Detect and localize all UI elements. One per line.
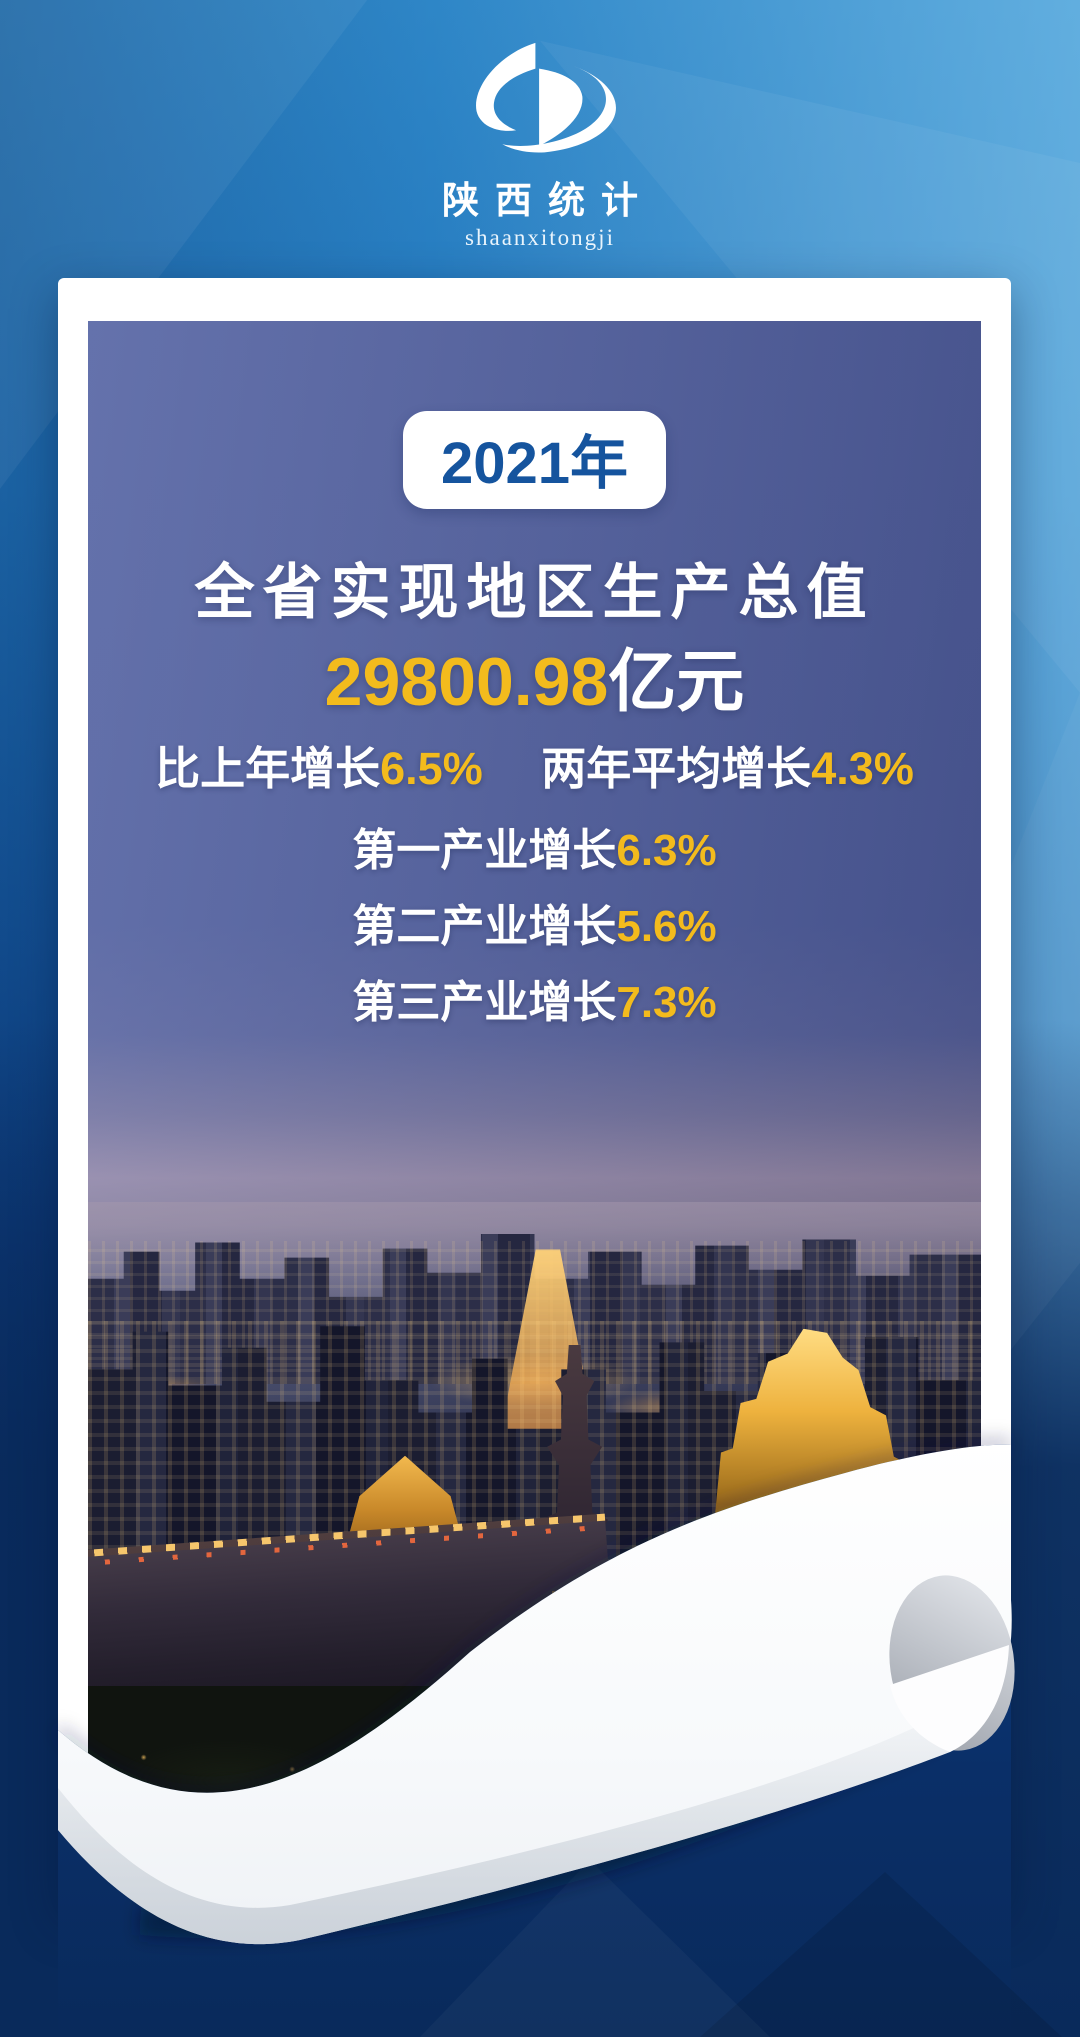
secondary-industry-line: 第二产业增长5.6%: [352, 902, 717, 951]
year-badge-row: 2021年: [58, 411, 1011, 509]
headline: 全省实现地区生产总值: [194, 559, 875, 626]
gdp-unit: 亿元: [608, 644, 745, 720]
dark-park-foreground: [88, 1685, 553, 1908]
brand-name-pinyin: shaanxitongji: [465, 225, 615, 250]
gdp-value-line: 29800.98亿元: [58, 626, 1011, 725]
growth-line: 比上年增长6.5% 两年平均增长4.3%: [58, 732, 1011, 797]
primary-industry-line: 第一产业增长6.3%: [352, 826, 717, 875]
gdp-value: 29800.98: [324, 644, 609, 720]
poster-card: [58, 278, 1011, 1908]
brand-header: 陕西统计 shaanxitongji: [0, 30, 1080, 251]
brand-name-chinese: 陕西统计: [442, 178, 654, 222]
two-year-average-growth: 两年平均增长4.3%: [541, 743, 914, 794]
yoy-growth: 比上年增长6.5%: [155, 743, 483, 794]
shaanxi-statistics-logo-icon: [476, 42, 616, 153]
lit-roads-foreground: [552, 1590, 981, 1908]
year-badge: 2021年: [402, 411, 667, 509]
tertiary-industry-line: 第三产业增长7.3%: [352, 978, 717, 1027]
